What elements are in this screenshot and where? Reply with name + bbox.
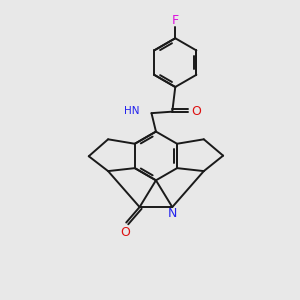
Text: O: O [191, 105, 201, 118]
Text: HN: HN [124, 106, 139, 116]
Text: N: N [168, 207, 177, 220]
Text: F: F [172, 14, 179, 27]
Text: O: O [120, 226, 130, 238]
